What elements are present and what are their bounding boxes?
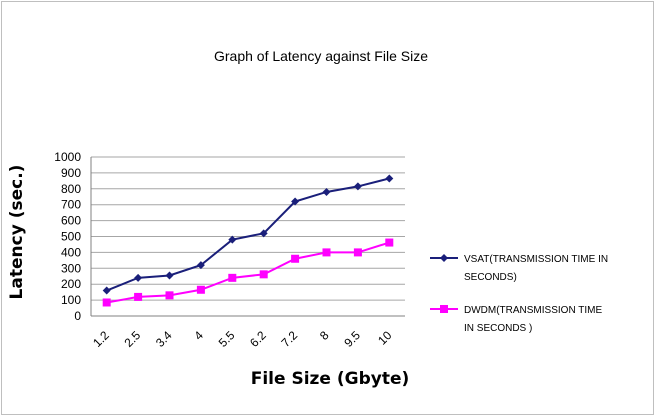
legend-label: IN SECONDS ) <box>464 323 532 334</box>
y-axis-label: Latency (sec.) <box>7 165 27 300</box>
data-point <box>322 248 331 257</box>
legend-label: DWDM(TRANSMISSION TIME <box>464 305 602 316</box>
x-tick-label: 3.4 <box>153 328 175 350</box>
data-point <box>102 286 111 295</box>
data-point <box>385 174 394 183</box>
legend-marker <box>440 254 448 262</box>
grid-lines <box>91 156 405 301</box>
y-tick-label: 500 <box>61 230 81 244</box>
data-point <box>102 298 111 307</box>
data-point <box>196 285 205 294</box>
data-point <box>291 254 300 263</box>
legend-marker <box>440 305 448 313</box>
series-layer <box>102 174 394 307</box>
y-tick-label: 0 <box>74 309 81 323</box>
data-point <box>353 248 362 257</box>
x-tick-label: 10 <box>375 328 395 348</box>
chart-title: Graph of Latency against File Size <box>214 48 428 64</box>
y-tick-label: 900 <box>61 166 81 180</box>
legend-label: SECONDS) <box>464 272 517 283</box>
data-point <box>165 271 174 280</box>
x-tick-label: 4 <box>191 328 206 343</box>
data-point <box>259 229 268 238</box>
series-line-1 <box>106 177 390 292</box>
x-tick-label: 6.2 <box>247 328 269 350</box>
y-tick-label: 600 <box>61 214 81 228</box>
data-point <box>228 235 237 244</box>
x-tick-label: 8 <box>317 328 332 343</box>
y-tick-label: 400 <box>61 245 81 259</box>
y-tick-label: 1000 <box>54 150 81 164</box>
legend-entry-1: VSAT(TRANSMISSION TIME IN SECONDS) <box>430 254 608 283</box>
legend-entry-2: DWDM(TRANSMISSION TIME IN SECONDS ) <box>430 305 602 334</box>
series-line-2 <box>106 241 390 304</box>
axes <box>90 157 405 317</box>
data-point <box>291 197 300 206</box>
data-point <box>353 182 362 191</box>
x-tick-label: 1.2 <box>90 328 112 350</box>
data-point <box>134 292 143 301</box>
x-tick-label: 7.2 <box>279 328 301 350</box>
x-tick-label: 2.5 <box>122 328 144 350</box>
x-tick-label: 5.5 <box>216 328 238 350</box>
y-tick-label: 200 <box>61 277 81 291</box>
data-point <box>196 261 205 270</box>
y-tick-label: 800 <box>61 182 81 196</box>
x-tick-label: 9.5 <box>341 328 363 350</box>
legend: VSAT(TRANSMISSION TIME IN SECONDS) DWDM(TR… <box>430 254 608 334</box>
y-tick-label: 700 <box>61 198 81 212</box>
data-point <box>165 291 174 300</box>
y-tick-label: 100 <box>61 293 81 307</box>
data-point <box>385 238 394 247</box>
data-point <box>259 270 268 279</box>
x-axis-label: File Size (Gbyte) <box>251 369 410 389</box>
legend-label: VSAT(TRANSMISSION TIME IN <box>464 254 608 265</box>
y-tick-label: 300 <box>61 261 81 275</box>
data-point <box>134 273 143 282</box>
data-point <box>322 187 331 196</box>
data-point <box>228 273 237 282</box>
